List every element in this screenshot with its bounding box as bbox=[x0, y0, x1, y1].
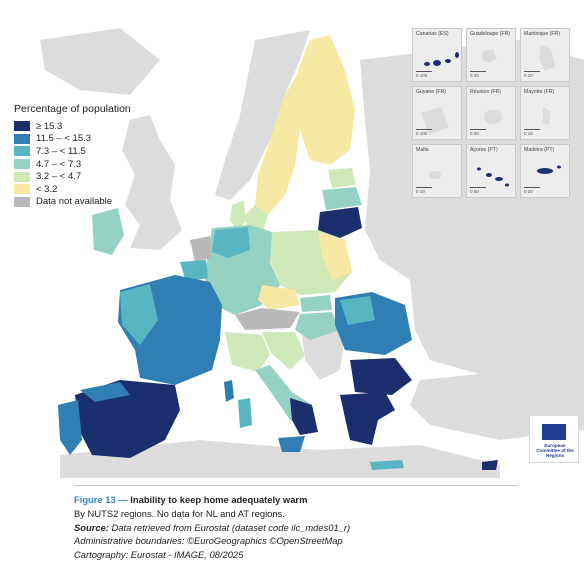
uk-land bbox=[122, 115, 182, 250]
inset-canarias: Canarias (ES) 0 100 bbox=[412, 28, 462, 82]
legend-item: 7.3 – < 11.5 bbox=[14, 145, 164, 158]
legend-item: 4.7 – < 7.3 bbox=[14, 158, 164, 171]
ireland-region bbox=[92, 208, 124, 255]
inset-guadeloupe: Guadeloupe (FR) 0 25 bbox=[466, 28, 516, 82]
legend-title: Percentage of population bbox=[14, 103, 131, 115]
greece-region bbox=[340, 392, 395, 445]
inset-guyane: Guyane (FR) 0 100 bbox=[412, 86, 462, 140]
lithuania-region bbox=[318, 207, 362, 238]
hungary-region bbox=[295, 312, 340, 340]
czechia-region bbox=[258, 285, 300, 310]
legend-label: 11.5 – < 15.3 bbox=[36, 133, 92, 145]
bulgaria-region bbox=[350, 358, 412, 395]
legend-swatch bbox=[14, 133, 30, 144]
france-west-region bbox=[120, 284, 158, 345]
legend-label: 3.2 – < 4.7 bbox=[36, 171, 82, 183]
cor-logo-text: European Committee of the Regions bbox=[536, 443, 574, 459]
latvia-region bbox=[322, 187, 362, 210]
norway-land bbox=[215, 30, 310, 200]
romania-north-region bbox=[340, 296, 375, 325]
caption-source: Source: Data retrieved from Eurostat (da… bbox=[74, 521, 544, 535]
germany-north-region bbox=[212, 227, 250, 258]
netherlands-region bbox=[190, 236, 212, 262]
legend-swatch bbox=[14, 171, 30, 182]
sicily-region bbox=[278, 436, 305, 452]
inset-reunion: Réunion (FR) 0 20 bbox=[466, 86, 516, 140]
finland-region bbox=[298, 35, 355, 165]
legend-item: Data not available bbox=[14, 196, 164, 209]
austria-region bbox=[235, 308, 300, 330]
source-label: Source: bbox=[74, 521, 109, 533]
map-area: Percentage of population ≥ 15.3 11.5 – <… bbox=[14, 28, 584, 478]
legend-swatch bbox=[14, 159, 30, 170]
caption-title-line: Figure 13 — Inability to keep home adequ… bbox=[74, 493, 544, 507]
legend-item: 3.2 – < 4.7 bbox=[14, 170, 164, 183]
figure-title: Inability to keep home adequately warm bbox=[130, 494, 308, 505]
estonia-region bbox=[328, 168, 356, 188]
legend-item: < 3.2 bbox=[14, 183, 164, 196]
source-text: Data retrieved from Eurostat (dataset co… bbox=[108, 521, 351, 533]
caption-boundaries: Administrative boundaries: ©EuroGeograph… bbox=[74, 535, 343, 547]
inset-maps: Canarias (ES) 0 100 Guadeloupe (FR) 0 25… bbox=[412, 28, 570, 200]
inset-acores: Açores (PT) 0 50 bbox=[466, 144, 516, 198]
figure-caption: Figure 13 — Inability to keep home adequ… bbox=[74, 493, 544, 562]
legend-swatch bbox=[14, 196, 30, 207]
caption-cartography: Cartography: Eurostat - IMAGE, 08/2025 bbox=[74, 549, 244, 561]
denmark-region bbox=[230, 200, 246, 230]
cor-logo: European Committee of the Regions bbox=[529, 415, 579, 463]
sweden-region bbox=[255, 70, 305, 215]
greenland-iceland-land bbox=[40, 28, 160, 95]
corsica-region bbox=[224, 380, 234, 402]
legend-item: ≥ 15.3 bbox=[14, 120, 164, 133]
inset-martinique: Martinique (FR) 0 20 bbox=[520, 28, 570, 82]
legend-label: ≥ 15.3 bbox=[36, 120, 63, 132]
portugal-region bbox=[58, 400, 82, 455]
inset-malta: Malta 0 10 bbox=[412, 144, 462, 198]
slovakia-region bbox=[300, 295, 332, 312]
legend-label: 7.3 – < 11.5 bbox=[36, 145, 86, 157]
inset-mayotte: Mayotte (FR) 0 15 bbox=[520, 86, 570, 140]
legend-item: 11.5 – < 15.3 bbox=[14, 133, 164, 146]
legend-swatch bbox=[14, 184, 30, 195]
cyprus-region bbox=[482, 460, 498, 470]
caption-subtitle: By NUTS2 regions. No data for NL and AT … bbox=[74, 507, 285, 519]
spain-north-region bbox=[80, 382, 130, 402]
slovenia-croatia-region bbox=[262, 332, 305, 370]
sardinia-region bbox=[238, 398, 252, 428]
inset-madeira: Madeira (PT) 0 20 bbox=[520, 144, 570, 198]
caption-divider bbox=[74, 485, 518, 486]
legend-label: Data not available bbox=[36, 196, 113, 208]
legend-label: < 3.2 bbox=[36, 183, 58, 195]
italy-south-region bbox=[290, 398, 318, 435]
belgium-region bbox=[180, 260, 208, 282]
figure-number: Figure 13 — bbox=[74, 494, 128, 505]
legend-swatch bbox=[14, 121, 30, 132]
crete-region bbox=[370, 460, 404, 470]
map-legend: Percentage of population ≥ 15.3 11.5 – <… bbox=[14, 103, 164, 208]
poland-east-region bbox=[318, 232, 352, 280]
legend-label: 4.7 – < 7.3 bbox=[36, 158, 82, 170]
legend-swatch bbox=[14, 146, 30, 157]
eu-flag-icon bbox=[542, 424, 566, 440]
italy-north-region bbox=[225, 332, 270, 372]
